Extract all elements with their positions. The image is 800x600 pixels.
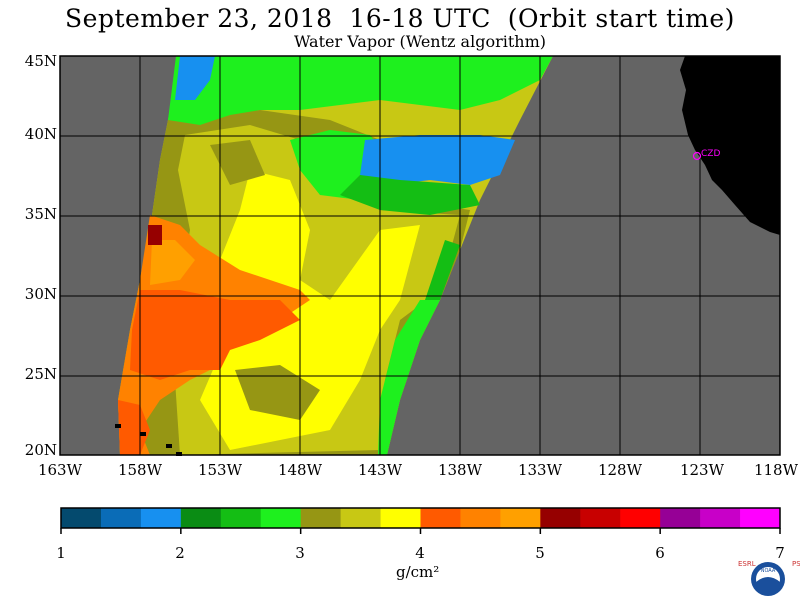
colorbar-swatch	[420, 508, 461, 528]
island	[115, 424, 121, 428]
colorbar-tick-label: 2	[175, 544, 185, 562]
colorbar-swatch	[740, 508, 781, 528]
vapor-region	[340, 175, 480, 215]
colorbar-swatch	[260, 508, 302, 528]
x-tick-label: 148W	[277, 461, 323, 479]
colorbar-swatch	[660, 508, 701, 528]
vapor-region	[150, 240, 195, 285]
island	[176, 452, 182, 456]
x-tick-label: 128W	[597, 461, 643, 479]
map-subtitle: Water Vapor (Wentz algorithm)	[293, 32, 546, 51]
colorbar-tick-label: 1	[56, 544, 66, 562]
colorbar	[60, 507, 781, 534]
vapor-region	[175, 56, 215, 100]
colorbar-swatch	[340, 508, 382, 528]
vapor-region	[148, 225, 162, 245]
vapor-region	[130, 290, 300, 380]
y-tick-label: 25N	[24, 365, 57, 383]
place-marker: CZD	[692, 149, 720, 161]
y-tick-label: 30N	[24, 285, 57, 303]
vapor-region	[210, 140, 265, 185]
colorbar-swatch	[380, 508, 421, 528]
y-tick-label: 40N	[24, 125, 57, 143]
y-tick-label: 45N	[24, 52, 57, 70]
place-label: CZD	[701, 149, 720, 159]
vapor-region	[378, 300, 440, 455]
colorbar-tick-label: 6	[655, 544, 665, 562]
x-tick-label: 138W	[437, 461, 483, 479]
colorbar-units: g/cm²	[396, 563, 440, 581]
swath-layer	[60, 56, 780, 455]
x-tick-label: 163W	[37, 461, 83, 479]
colorbar-swatch	[540, 508, 581, 528]
colorbar-swatch	[580, 508, 621, 528]
map-title: September 23, 2018 16-18 UTC (Orbit star…	[65, 4, 735, 33]
island	[166, 444, 172, 448]
colorbar-swatch	[460, 508, 501, 528]
land-mass	[680, 56, 780, 235]
colorbar-swatch	[300, 508, 342, 528]
vapor-region	[425, 240, 460, 300]
colorbar-swatch	[620, 508, 661, 528]
x-tick-label: 118W	[753, 461, 799, 479]
vapor-region	[118, 400, 150, 455]
colorbar-tick-label: 3	[295, 544, 305, 562]
x-tick-label: 143W	[357, 461, 403, 479]
x-tick-label: 153W	[197, 461, 243, 479]
noaa-logo: ESRL NOAA PSD	[738, 558, 800, 600]
x-tick-label: 123W	[679, 461, 725, 479]
vapor-region	[360, 135, 515, 185]
graticule	[59, 56, 781, 455]
colorbar-swatch	[500, 508, 541, 528]
colorbar-swatch	[700, 508, 741, 528]
colorbar-swatch	[61, 508, 102, 528]
x-tick-label: 133W	[517, 461, 563, 479]
y-tick-label: 20N	[24, 441, 57, 459]
logo-right-letters: PSD	[792, 560, 800, 568]
colorbar-swatch	[180, 508, 222, 528]
land-layer	[115, 56, 780, 456]
vapor-region	[168, 56, 553, 125]
x-tick-label: 158W	[117, 461, 163, 479]
colorbar-tick-label: 4	[415, 544, 425, 562]
colorbar-swatch	[100, 508, 142, 528]
colorbar-tick-label: 7	[775, 544, 785, 562]
colorbar-swatch	[220, 508, 262, 528]
map-frame	[59, 55, 781, 456]
island	[140, 432, 146, 436]
vapor-region	[235, 365, 320, 420]
colorbar-swatch	[140, 508, 182, 528]
y-tick-label: 35N	[24, 205, 57, 223]
logo-text: NOAA	[761, 568, 776, 574]
colorbar-tick-label: 5	[535, 544, 545, 562]
